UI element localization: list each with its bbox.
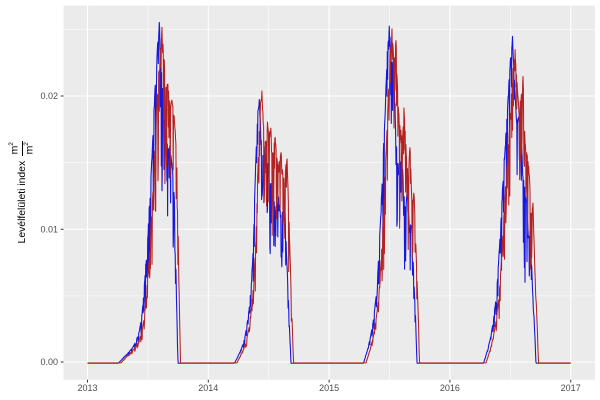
svg-text:2015: 2015 bbox=[319, 383, 339, 393]
svg-text:0.02: 0.02 bbox=[40, 91, 58, 101]
svg-text:0.00: 0.00 bbox=[40, 357, 58, 367]
svg-text:2014: 2014 bbox=[198, 383, 218, 393]
svg-text:2013: 2013 bbox=[77, 383, 97, 393]
svg-text:2016: 2016 bbox=[440, 383, 460, 393]
svg-text:0.01: 0.01 bbox=[40, 224, 58, 234]
svg-text:2017: 2017 bbox=[561, 383, 581, 393]
